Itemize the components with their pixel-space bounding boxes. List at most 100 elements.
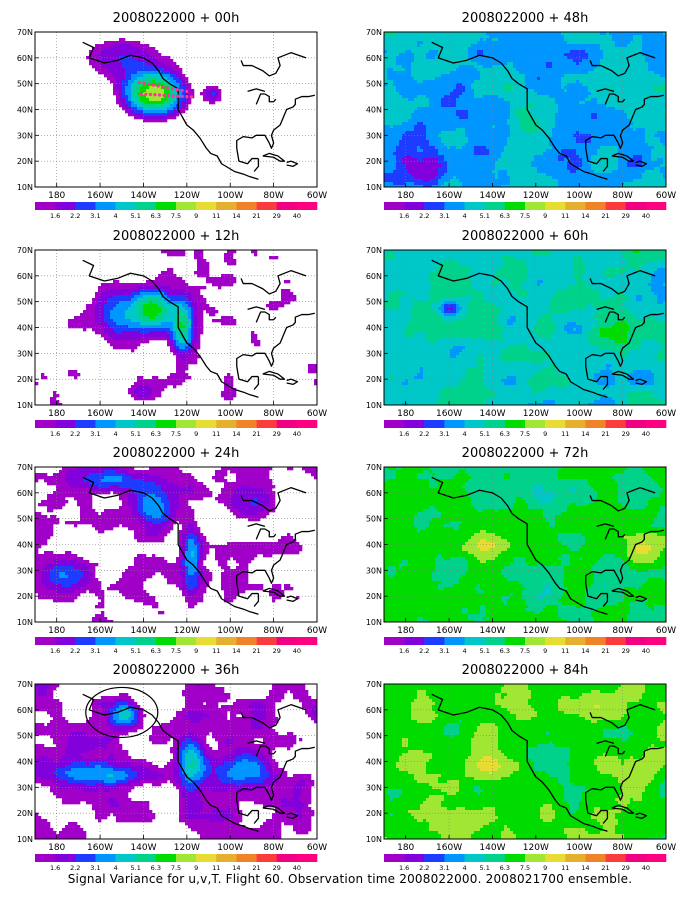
colorbar-label: 7.5	[520, 430, 530, 438]
lon-label: 80W	[612, 843, 632, 853]
lat-label: 30N	[17, 566, 33, 575]
track-point	[172, 94, 175, 97]
colorbar-swatch	[277, 202, 297, 210]
colorbar-swatch	[646, 202, 666, 210]
colorbar-label: 7.5	[520, 212, 530, 220]
track-point	[157, 84, 160, 87]
colorbar-label: 6.3	[500, 647, 510, 655]
coastline	[256, 529, 276, 539]
lon-label: 180	[397, 843, 414, 853]
lat-label: 70N	[17, 28, 33, 37]
lon-label: 160W	[436, 626, 462, 636]
variance-field	[384, 32, 666, 188]
lon-label: 160W	[436, 409, 462, 419]
lat-label: 60N	[17, 489, 33, 498]
colorbar-swatch	[176, 420, 196, 428]
colorbar-label: 1.6	[50, 430, 60, 438]
track-point	[171, 87, 174, 90]
map-panel-72h: 2008022000 + 72h10N20N30N40N50N60N70N180…	[366, 446, 676, 655]
colorbar-label: 5.1	[480, 212, 490, 220]
colorbar-label: 1.6	[50, 647, 60, 655]
colorbar-label: 29	[273, 647, 281, 655]
lat-label: 60N	[366, 489, 382, 498]
lon-label: 160W	[436, 191, 462, 201]
colorbar-label: 21	[601, 864, 609, 872]
colorbar-label: 11	[212, 430, 220, 438]
colorbar-swatch	[485, 637, 505, 645]
track-point	[167, 94, 170, 97]
colorbar-label: 29	[273, 212, 281, 220]
colorbar-swatch	[176, 637, 196, 645]
colorbar-swatch	[216, 420, 236, 428]
lon-label: 160W	[436, 843, 462, 853]
colorbar-swatch	[505, 202, 525, 210]
coastline	[248, 307, 265, 310]
colorbar-swatch	[116, 854, 136, 862]
colorbar-swatch	[525, 637, 545, 645]
colorbar-swatch	[404, 420, 424, 428]
lon-label: 100W	[217, 409, 243, 419]
colorbar-swatch	[277, 637, 297, 645]
graticule	[35, 32, 317, 187]
lon-label: 140W	[479, 191, 505, 201]
colorbar-swatch	[277, 854, 297, 862]
colorbar-swatch	[545, 637, 565, 645]
colorbar-label: 21	[252, 864, 260, 872]
colorbar-label: 40	[293, 212, 301, 220]
colorbar-label: 29	[622, 212, 630, 220]
variance-field	[384, 250, 666, 406]
colorbar-swatch	[176, 202, 196, 210]
colorbar-label: 4	[463, 212, 467, 220]
variance-field	[384, 684, 666, 840]
colorbar-swatch	[404, 202, 424, 210]
colorbar-label: 7.5	[171, 212, 181, 220]
variance-field	[384, 467, 666, 623]
colorbar-label: 7.5	[520, 864, 530, 872]
panel-title: 2008022000 + 72h	[462, 446, 589, 461]
colorbar-label: 2.2	[70, 212, 80, 220]
colorbar-label: 6.3	[151, 864, 161, 872]
lat-label: 30N	[366, 783, 382, 792]
track-point	[147, 83, 150, 86]
lon-label: 60W	[656, 843, 676, 853]
colorbar-swatch	[565, 202, 585, 210]
colorbar-label: 6.3	[151, 647, 161, 655]
colorbar-swatch	[75, 202, 95, 210]
lat-label: 20N	[366, 592, 382, 601]
colorbar-label: 9	[543, 430, 547, 438]
colorbar-swatch	[626, 202, 646, 210]
colorbar-label: 40	[642, 212, 650, 220]
colorbar-label: 5.1	[131, 647, 141, 655]
colorbar-swatch	[277, 420, 297, 428]
colorbar-swatch	[136, 637, 156, 645]
colorbar-label: 2.2	[419, 864, 429, 872]
colorbar-swatch	[465, 637, 485, 645]
colorbar-label: 40	[642, 864, 650, 872]
colorbar-swatch	[35, 420, 55, 428]
track-point	[142, 82, 145, 85]
colorbar-swatch	[525, 420, 545, 428]
map-panel-0h: 2008022000 + 00h10N20N30N40N50N60N70N180…	[17, 11, 327, 220]
colorbar-swatch	[136, 202, 156, 210]
colorbar-swatch	[136, 420, 156, 428]
colorbar-swatch	[626, 854, 646, 862]
lon-label: 180	[397, 626, 414, 636]
lon-label: 180	[397, 191, 414, 201]
lon-label: 80W	[263, 626, 283, 636]
track-point	[185, 90, 188, 93]
lat-label: 70N	[366, 28, 382, 37]
lon-label: 180	[48, 626, 65, 636]
lat-label: 50N	[17, 298, 33, 307]
colorbar-swatch	[95, 202, 115, 210]
lat-label: 20N	[17, 592, 33, 601]
lat-label: 50N	[17, 515, 33, 524]
colorbar-swatch	[35, 637, 55, 645]
lon-label: 180	[48, 409, 65, 419]
coastline	[248, 524, 265, 527]
lat-label: 10N	[17, 401, 33, 410]
colorbar-swatch	[485, 202, 505, 210]
colorbar-swatch	[606, 637, 626, 645]
